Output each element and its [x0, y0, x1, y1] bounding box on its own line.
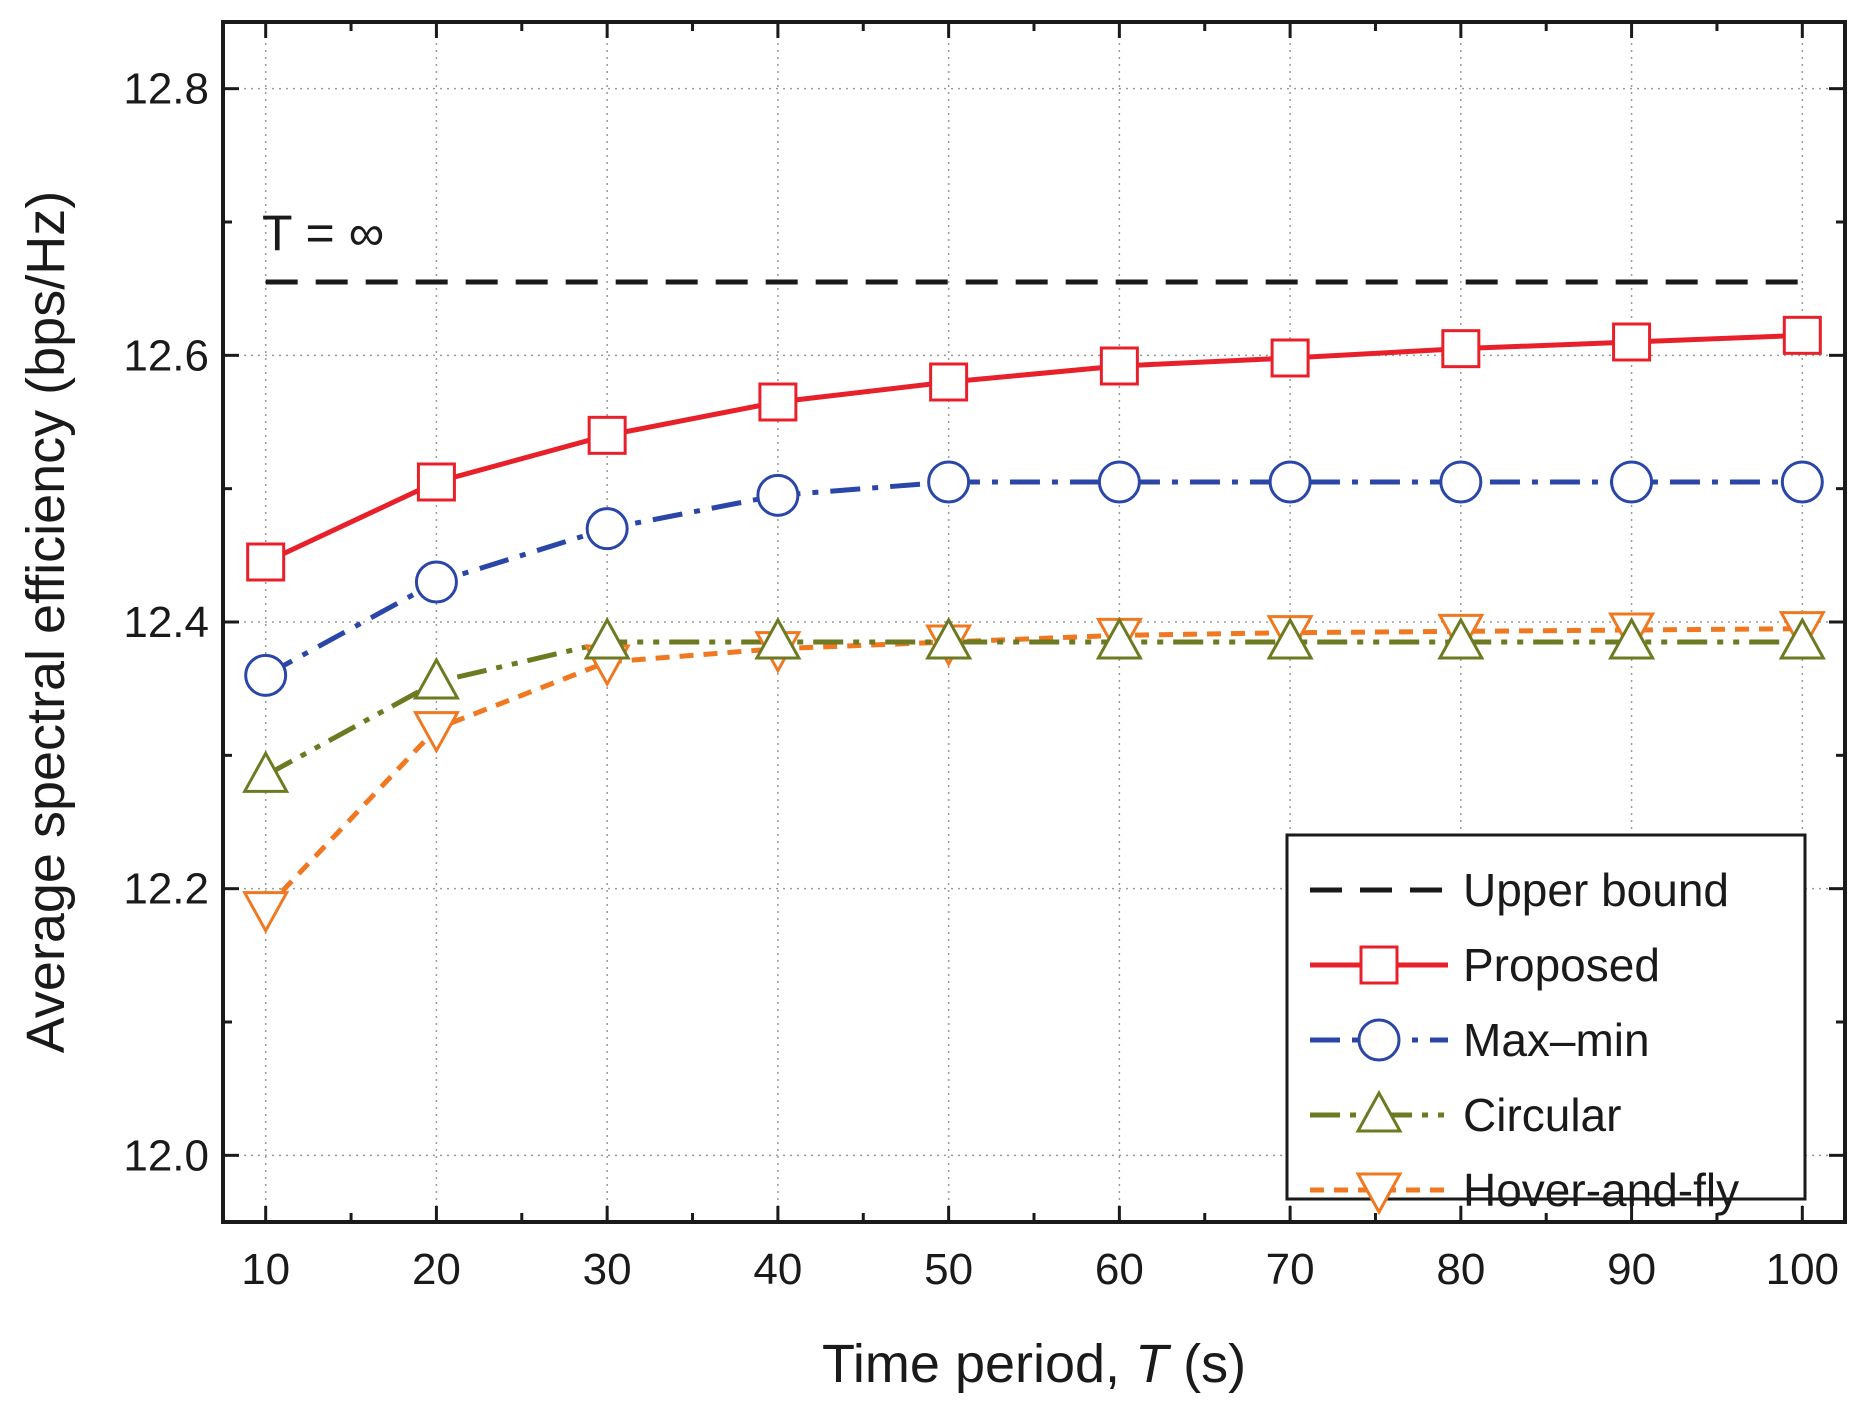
- data-point-proposed: [1782, 315, 1822, 355]
- data-point-circular: [925, 616, 973, 660]
- series-line-circular: [264, 639, 1803, 778]
- series-line-max-min: [264, 479, 1803, 678]
- legend-marker-proposed: [1359, 945, 1399, 985]
- series-line-proposed: [264, 332, 1803, 565]
- legend-marker-circular: [1355, 1089, 1403, 1133]
- y-tick-label: 12.0: [123, 1131, 209, 1180]
- data-point-max-min: [1268, 460, 1312, 504]
- data-point-circular: [583, 616, 631, 660]
- data-point-proposed: [587, 415, 627, 455]
- x-tick-label: 30: [583, 1245, 632, 1294]
- x-tick-label: 100: [1766, 1245, 1839, 1294]
- data-point-circular: [1437, 616, 1485, 660]
- y-tick-label: 12.6: [123, 331, 209, 380]
- y-tick-label: 12.8: [123, 65, 209, 114]
- legend: Upper bound Proposed Max–min Circular Hover-…: [1285, 833, 1807, 1216]
- data-point-max-min: [756, 473, 800, 517]
- data-point-proposed: [1270, 338, 1310, 378]
- data-point-max-min: [1097, 460, 1141, 504]
- legend-label-hover-and-fly: Hover-and-fly: [1463, 1164, 1739, 1216]
- data-point-circular: [242, 750, 290, 793]
- data-point-max-min: [927, 460, 971, 504]
- data-point-proposed: [929, 362, 969, 402]
- data-point-proposed: [1612, 322, 1652, 362]
- y-tick-label: 12.2: [123, 865, 209, 914]
- x-tick-label: 70: [1266, 1245, 1315, 1294]
- x-tick-label: 50: [924, 1245, 973, 1294]
- legend-label-upper-bound: Upper bound: [1463, 864, 1729, 916]
- legend-label-proposed: Proposed: [1463, 939, 1660, 991]
- x-tick-label: 80: [1436, 1245, 1485, 1294]
- data-point-circular: [1266, 616, 1314, 660]
- data-point-max-min: [585, 507, 629, 551]
- data-point-circular: [412, 656, 460, 700]
- data-point-max-min: [1610, 460, 1654, 504]
- legend-label-circular: Circular: [1463, 1089, 1621, 1141]
- x-tick-label: 20: [412, 1245, 461, 1294]
- x-tick-label: 60: [1095, 1245, 1144, 1294]
- y-tick-label: 12.4: [123, 598, 209, 647]
- data-point-max-min: [1439, 460, 1483, 504]
- data-point-circular: [1095, 616, 1143, 660]
- data-point-circular: [754, 616, 802, 660]
- data-point-max-min: [244, 653, 288, 697]
- infinite-period-annotation: T = ∞: [262, 205, 384, 261]
- data-point-proposed: [246, 542, 286, 582]
- data-point-max-min: [414, 560, 458, 604]
- data-point-circular: [1778, 616, 1826, 660]
- x-tick-label: 40: [753, 1245, 802, 1294]
- x-tick-label: 90: [1607, 1245, 1656, 1294]
- data-point-max-min: [1780, 460, 1824, 504]
- legend-marker-hover-and-fly: [1355, 1172, 1403, 1216]
- series-layer: [242, 279, 1826, 934]
- data-point-proposed: [416, 462, 456, 502]
- legend-box: [1285, 833, 1807, 1201]
- series-line-hover-and-fly: [263, 626, 1803, 911]
- data-point-proposed: [1441, 329, 1481, 369]
- data-point-proposed: [1099, 346, 1139, 386]
- y-axis-title: Average spectral efficiency (bps/Hz): [16, 191, 76, 1053]
- data-point-hover-and-fly: [242, 891, 290, 934]
- data-point-hover-and-fly: [412, 711, 460, 754]
- data-point-circular: [1608, 616, 1656, 660]
- axis-ticks: 10 20 30 40 50 60 70 80 90 100 12.0 12.2 12.4 12.6 12.…: [123, 22, 1845, 1294]
- x-tick-label: 10: [241, 1245, 290, 1294]
- x-axis-title: Time period, T (s): [822, 1334, 1246, 1394]
- legend-marker-max-min: [1357, 1018, 1401, 1062]
- data-point-proposed: [758, 382, 798, 422]
- legend-label-max-min: Max–min: [1463, 1014, 1650, 1066]
